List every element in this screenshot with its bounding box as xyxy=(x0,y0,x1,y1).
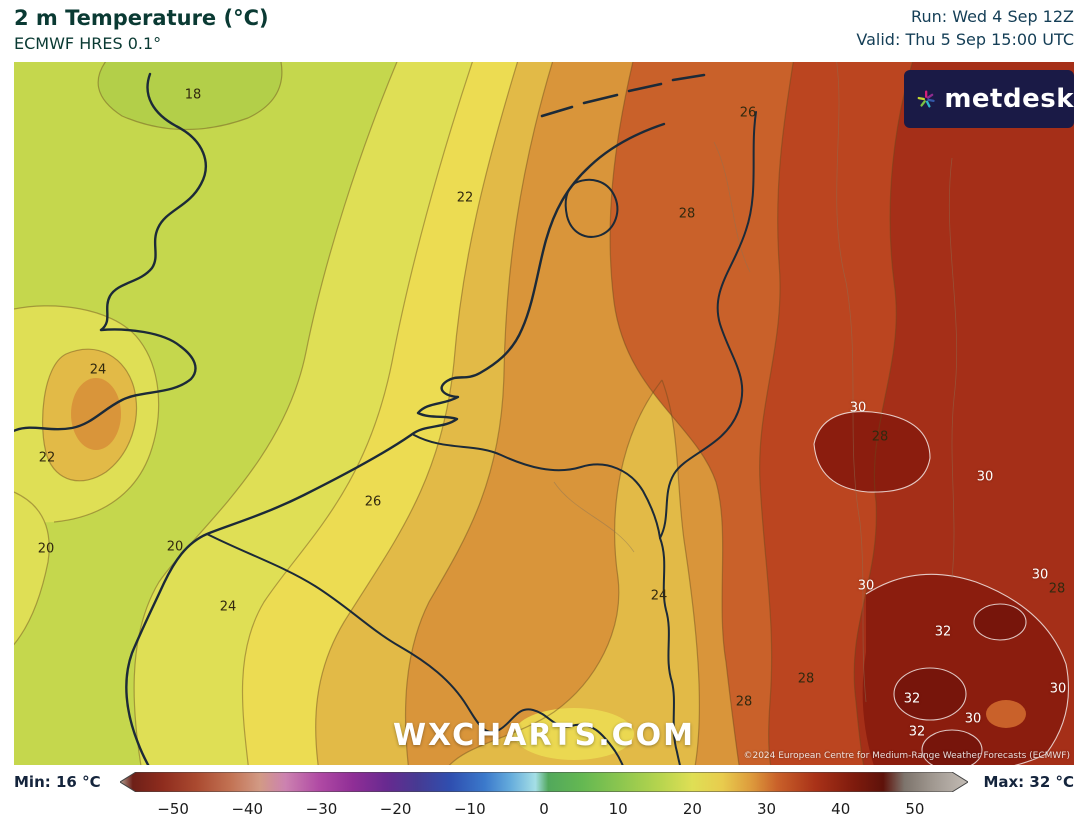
colorbar-tick-label: −10 xyxy=(453,800,486,818)
model-label: ECMWF HRES 0.1° xyxy=(14,34,162,53)
border-be-lu-de xyxy=(659,537,681,765)
coastline-ijsselmeer xyxy=(564,178,619,238)
admin-borders xyxy=(553,62,958,703)
temperature-map-svg xyxy=(14,62,1074,765)
metdesk-logo-text: metdesk xyxy=(944,84,1074,114)
colorbar-tick-label: 10 xyxy=(608,800,628,818)
max-temperature-label: Max: 32 °C xyxy=(983,773,1074,791)
colorbar: −50 −40 −30 −20 −10 0 10 20 30 40 50 xyxy=(119,771,969,824)
coastline-borders xyxy=(14,72,757,765)
colorbar-tick-label: −40 xyxy=(231,800,264,818)
coastline-continent xyxy=(125,122,666,765)
colorbar-tick-label: 40 xyxy=(831,800,851,818)
border-nl-de xyxy=(659,111,757,539)
coastline-wadden-islands xyxy=(540,73,706,118)
colorbar-tick-label: 0 xyxy=(539,800,549,818)
border-be-nl xyxy=(413,434,661,539)
temperature-bands xyxy=(14,62,1074,765)
colorbar-footer: Min: 16 °C Max: 32 °C −50 −40 −30 −20 −10 0 10… xyxy=(0,765,1088,833)
colorbar-tick-label: 30 xyxy=(756,800,777,818)
page-title: 2 m Temperature (°C) xyxy=(14,6,269,30)
colorbar-gradient-bar xyxy=(119,771,969,793)
run-time-label: Run: Wed 4 Sep 12Z xyxy=(911,7,1074,26)
colorbar-tick-label: −30 xyxy=(305,800,338,818)
metdesk-starburst-icon xyxy=(917,90,935,108)
colorbar-tick-label: 50 xyxy=(905,800,925,818)
watermark: WXCHARTS.COM xyxy=(392,718,696,753)
copyright-text: ©2024 European Centre for Medium-Range W… xyxy=(743,751,1070,761)
min-temperature-label: Min: 16 °C xyxy=(14,773,101,791)
colorbar-tick-label: −50 xyxy=(157,800,189,818)
colorbar-tick-row: −50 −40 −30 −20 −10 0 10 20 30 40 50 xyxy=(120,798,968,818)
coastline-england xyxy=(14,72,207,433)
valid-time-label: Valid: Thu 5 Sep 15:00 UTC xyxy=(856,30,1074,49)
border-be-fr xyxy=(206,533,624,765)
colorbar-tick-label: 20 xyxy=(682,800,702,818)
temperature-map: 18 22 26 28 24 22 30 28 30 20 20 26 24 24 30 30 28 32 28 28… xyxy=(14,62,1074,765)
colorbar-tick-label: −20 xyxy=(379,800,412,818)
contour-lines-white xyxy=(813,411,1069,765)
metdesk-logo: metdesk xyxy=(904,70,1074,128)
